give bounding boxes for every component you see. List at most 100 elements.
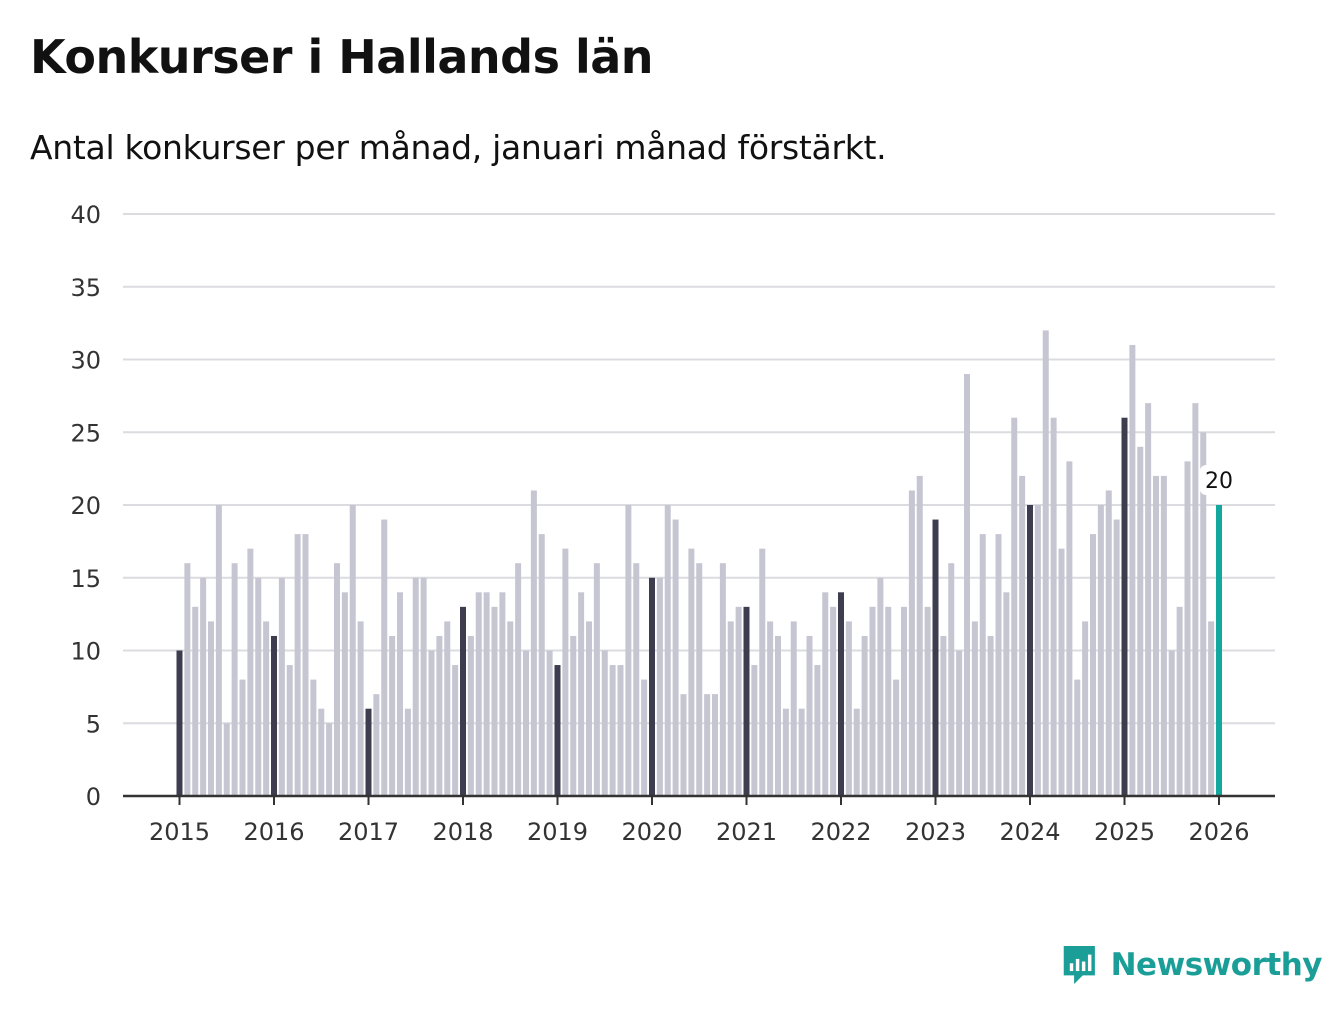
bar — [775, 635, 781, 796]
bar — [1129, 344, 1136, 796]
bar — [586, 621, 592, 796]
bar — [263, 621, 270, 796]
bar — [1019, 475, 1026, 796]
bar — [310, 679, 317, 796]
bar — [530, 490, 537, 796]
bar — [404, 708, 411, 796]
bar — [979, 534, 986, 796]
x-tick-label: 2026 — [1188, 818, 1249, 846]
bar — [916, 475, 923, 796]
bar — [223, 723, 230, 796]
chart-subtitle: Antal konkurser per månad, januari månad… — [30, 128, 887, 167]
bar — [491, 606, 498, 796]
newsworthy-icon — [1063, 945, 1095, 985]
bar — [1208, 621, 1215, 796]
y-tick-label: 5 — [86, 710, 101, 738]
x-tick-label: 2024 — [999, 818, 1060, 846]
bar — [735, 606, 742, 796]
bar — [767, 621, 774, 796]
bar — [696, 563, 703, 796]
bar — [1034, 505, 1041, 796]
bar — [1074, 679, 1081, 796]
bar — [625, 505, 632, 796]
bar — [971, 621, 978, 796]
x-tick-label: 2020 — [621, 818, 682, 846]
bar — [302, 534, 309, 796]
bar-january — [1027, 505, 1033, 796]
bar — [1168, 650, 1175, 796]
bar — [294, 534, 301, 796]
bar — [893, 679, 900, 796]
bar — [806, 635, 813, 796]
bar — [515, 563, 522, 796]
bar — [641, 679, 648, 796]
bar — [908, 490, 915, 796]
bar — [507, 621, 514, 796]
bar — [436, 635, 443, 796]
bar — [1145, 403, 1152, 796]
bar-january — [743, 606, 750, 796]
bar — [444, 621, 451, 796]
bar — [452, 665, 459, 796]
bar — [853, 708, 860, 796]
bar — [924, 606, 931, 796]
bar — [719, 563, 726, 796]
bar — [208, 621, 214, 796]
bar — [1153, 475, 1159, 796]
bar — [231, 563, 238, 796]
bar — [200, 577, 207, 796]
bar — [656, 577, 663, 796]
bar — [184, 563, 191, 796]
bar — [601, 650, 608, 796]
bars — [176, 330, 1222, 796]
y-tick-label: 10 — [70, 638, 101, 666]
bar — [830, 606, 837, 796]
bar — [1003, 592, 1010, 796]
bar-january — [176, 650, 183, 796]
bar — [239, 679, 246, 796]
bar-january — [649, 577, 655, 796]
bar — [475, 592, 482, 796]
bar — [278, 577, 285, 796]
bar — [562, 548, 569, 796]
bar — [578, 592, 585, 796]
bar — [318, 708, 325, 796]
bar — [389, 635, 396, 796]
x-tick-label: 2018 — [432, 818, 493, 846]
bar — [428, 650, 435, 796]
bar — [523, 650, 529, 796]
bar — [798, 708, 805, 796]
bar — [1090, 534, 1096, 796]
bar — [1113, 519, 1120, 796]
y-tick-label: 35 — [70, 274, 101, 302]
bar — [680, 694, 687, 796]
bar-january — [271, 635, 277, 796]
bar — [357, 621, 364, 796]
bar — [286, 665, 293, 796]
bar-january — [932, 519, 939, 796]
bar — [1011, 417, 1018, 796]
bar — [499, 592, 506, 796]
bar — [727, 621, 734, 796]
y-tick-label: 20 — [70, 492, 101, 520]
bar-january — [1121, 417, 1128, 796]
bar — [861, 635, 868, 796]
bar — [247, 548, 254, 796]
bar-january — [365, 708, 372, 796]
bar-latest — [1216, 505, 1222, 796]
bar — [664, 505, 671, 796]
bar — [215, 505, 222, 796]
bar — [885, 606, 892, 796]
x-tick-label: 2025 — [1094, 818, 1155, 846]
bar — [845, 621, 852, 796]
bar — [1200, 432, 1207, 796]
bar — [617, 665, 624, 796]
bar — [956, 650, 963, 796]
bar — [869, 606, 876, 796]
bar — [341, 592, 348, 796]
axes — [123, 794, 1275, 805]
bar-january — [838, 592, 844, 796]
bar — [704, 694, 711, 796]
y-tick-label: 0 — [86, 783, 101, 811]
